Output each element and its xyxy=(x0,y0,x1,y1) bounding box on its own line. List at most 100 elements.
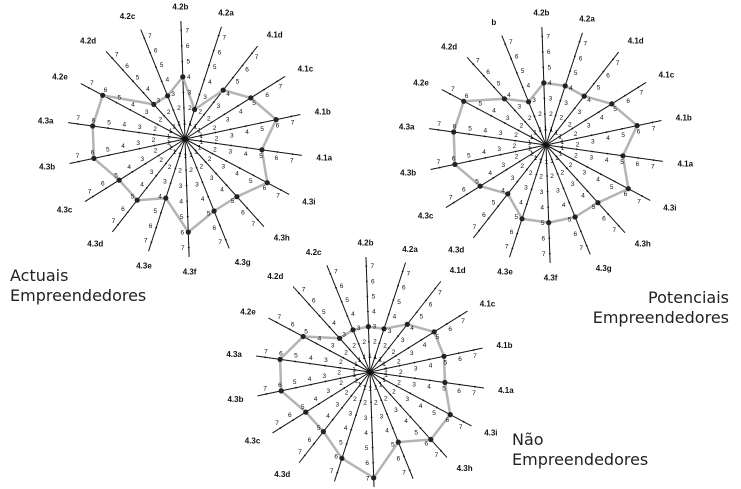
radar-tick-label: 2 xyxy=(568,121,572,128)
radar-tick-label: 6 xyxy=(265,92,269,99)
radar-tick-label: 5 xyxy=(322,309,326,316)
radar-tick-label: 5 xyxy=(114,172,118,179)
radar-tick-label: 5 xyxy=(231,198,235,205)
radar-data-point xyxy=(381,326,387,332)
radar-tick-mark xyxy=(612,58,614,61)
radar-data-point xyxy=(90,123,96,129)
radar-axis-label: 4.3d xyxy=(274,470,290,479)
radar-tick-label: 4 xyxy=(423,342,427,349)
radar-axis-spoke xyxy=(541,27,547,146)
radar-tick-label: 4 xyxy=(239,108,243,115)
radar-tick-mark xyxy=(157,154,160,157)
radar-axis-spoke xyxy=(369,347,483,373)
radar-axis-spoke xyxy=(369,371,472,427)
radar-tick-label: 1 xyxy=(352,367,356,374)
radar-tick-label: 7 xyxy=(275,420,279,427)
radar-tick-label: 2 xyxy=(397,358,401,365)
radar-tick-label: 1 xyxy=(189,152,193,159)
radar-tick-label: 7 xyxy=(218,239,222,246)
radar-tick-label: 6 xyxy=(636,161,640,168)
radar-tick-label: 7 xyxy=(509,39,513,46)
radar-axis-label: b xyxy=(491,18,496,27)
radar-tick-label: 4 xyxy=(314,396,318,403)
radar-tick-label: 2 xyxy=(520,122,524,129)
radar-tick-mark xyxy=(215,172,218,175)
radar-axis-label: 4.3h xyxy=(274,234,290,243)
radar-tick-label: 1 xyxy=(358,382,362,389)
radar-axis-spoke xyxy=(148,138,186,252)
radar-tick-mark xyxy=(516,180,519,183)
radar-tick-mark xyxy=(329,349,331,352)
radar-tick-mark xyxy=(367,310,369,313)
radar-axis-label: 4.3h xyxy=(457,464,473,473)
radar-axis-label: 4.3e xyxy=(136,261,152,270)
radar-tick-label: 6 xyxy=(245,67,249,74)
radar-tick-label: 4 xyxy=(220,186,224,193)
radar-tick-label: 6 xyxy=(457,388,461,395)
radar-tick-mark xyxy=(578,40,581,43)
radar-tick-label: 3 xyxy=(549,95,553,102)
radar-tick-label: 2 xyxy=(345,389,349,396)
radar-tick-mark xyxy=(575,137,578,140)
radar-tick-label: 3 xyxy=(342,332,346,339)
radar-tick-label: 5 xyxy=(435,334,439,341)
radar-tick-mark xyxy=(415,311,418,314)
radar-tick-label: 6 xyxy=(334,454,338,461)
radar-tick-mark xyxy=(419,427,422,430)
radar-tick-label: 4 xyxy=(587,97,591,104)
radar-data-point xyxy=(337,335,343,341)
radar-tick-label: 6 xyxy=(465,93,469,100)
radar-tick-mark xyxy=(111,57,114,60)
radar-tick-mark xyxy=(315,342,318,345)
radar-axis-spoke xyxy=(545,144,651,201)
radar-data-point xyxy=(546,220,552,226)
radar-tick-mark xyxy=(181,60,184,63)
radar-tick-mark xyxy=(195,166,198,169)
radar-tick-mark xyxy=(309,362,311,365)
radar-tick-mark xyxy=(518,160,521,163)
radar-axis-spoke xyxy=(369,371,414,479)
radar-tick-label: 4 xyxy=(208,79,212,86)
radar-tick-mark xyxy=(472,349,475,351)
radar-tick-label: 2 xyxy=(373,339,377,346)
radar-tick-mark xyxy=(545,159,548,162)
radar-tick-label: 7 xyxy=(505,244,509,251)
radar-axis-spoke xyxy=(369,371,448,458)
radar-chart: 1 2 3 4 5 6 71 2 3 4 5 6 712345671234567123456712345… xyxy=(38,2,333,276)
radar-axis-label: 4.3a xyxy=(226,350,242,359)
radar-tick-mark xyxy=(328,326,331,328)
radar-axis-label: 4.2c xyxy=(306,248,322,257)
radar-tick-label: 1 xyxy=(558,134,562,141)
radar-tick-label: 3 xyxy=(591,138,595,145)
radar-tick-label: 6 xyxy=(371,278,375,285)
radar-axis-spoke xyxy=(441,89,547,146)
radar-axis-label: 4.2d xyxy=(267,272,283,281)
radar-tick-label: 3 xyxy=(326,388,330,395)
radar-tick-label: 5 xyxy=(131,194,135,201)
radar-data-point xyxy=(365,324,371,330)
radar-tick-label: 3 xyxy=(501,162,505,169)
radar-tick-mark xyxy=(613,180,616,183)
radar-tick-mark xyxy=(236,105,239,107)
radar-tick-label: 5 xyxy=(419,313,423,320)
radar-tick-label: 1 xyxy=(382,361,386,368)
radar-tick-mark xyxy=(387,347,390,350)
radar-tick-label: 5 xyxy=(621,132,625,139)
radar-tick-label: 2 xyxy=(569,162,573,169)
radar-tick-label: 7 xyxy=(276,193,280,200)
radar-tick-label: 2 xyxy=(514,132,518,139)
radar-tick-label: 1 xyxy=(177,121,181,128)
radar-tick-label: 2 xyxy=(550,173,554,180)
radar-tick-label: 4 xyxy=(127,164,131,171)
radar-tick-label: 2 xyxy=(560,169,564,176)
radar-tick-mark xyxy=(155,174,158,177)
radar-tick-label: 7 xyxy=(291,120,295,127)
radar-data-point xyxy=(264,180,270,186)
radar-tick-label: 1 xyxy=(358,357,362,364)
radar-tick-label: 6 xyxy=(91,150,95,157)
radar-tick-label: 3 xyxy=(578,109,582,116)
radar-tick-label: 6 xyxy=(424,441,428,448)
radar-tick-label: 7 xyxy=(264,349,268,356)
radar-tick-label: 7 xyxy=(435,452,439,459)
radar-axis-label: 4.3b xyxy=(227,395,243,404)
